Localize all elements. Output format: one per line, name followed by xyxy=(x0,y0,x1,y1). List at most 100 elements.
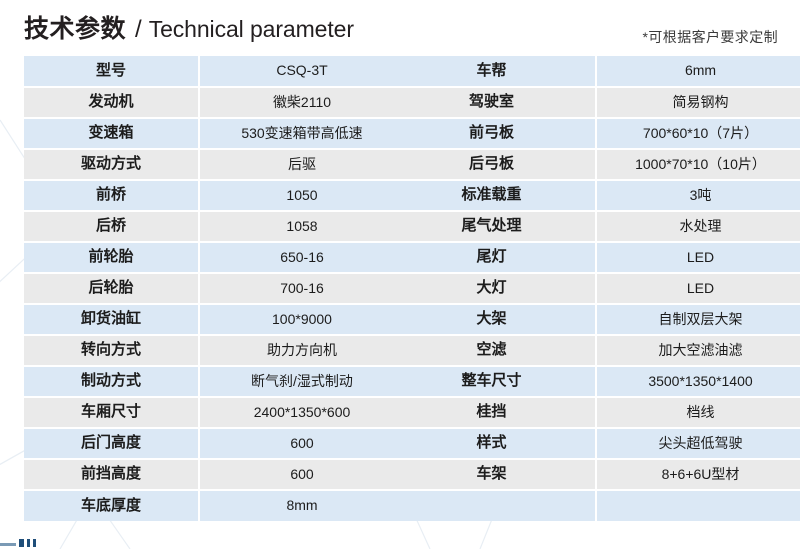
spec-key: 样式 xyxy=(388,427,597,459)
table-row: 变速箱 530变速箱带高低速 xyxy=(24,117,404,149)
table-row: 车底厚度 8mm xyxy=(24,489,404,521)
spec-value: LED xyxy=(596,241,800,273)
spec-value: 3500*1350*1400 xyxy=(596,365,800,397)
spec-value xyxy=(596,489,800,521)
spec-key: 卸货油缸 xyxy=(24,303,200,335)
spec-value: 水处理 xyxy=(596,210,800,242)
table-row: 后桥 1058 xyxy=(24,210,404,242)
spec-value: 700-16 xyxy=(199,272,404,304)
table-row: 桂挡 档线 xyxy=(388,396,800,428)
spec-value: 徽柴2110 xyxy=(199,86,404,118)
spec-table-left-body: 型号 CSQ-3T 发动机 徽柴2110 变速箱 530变速箱带高低速 驱动方式 后驱 前桥 10… xyxy=(24,56,404,521)
spec-value: 2400*1350*600 xyxy=(199,396,404,428)
spec-key: 整车尺寸 xyxy=(388,365,597,397)
spec-key: 前桥 xyxy=(24,179,200,211)
spec-key: 后门高度 xyxy=(24,427,200,459)
table-row: 标准载重 3吨 xyxy=(388,179,800,211)
title-separator: / xyxy=(135,16,142,43)
table-row: 空滤 加大空滤油滤 xyxy=(388,334,800,366)
spec-key: 车架 xyxy=(388,458,597,490)
table-row: 大架 自制双层大架 xyxy=(388,303,800,335)
table-row: 前挡高度 600 xyxy=(24,458,404,490)
table-row: 大灯 LED xyxy=(388,272,800,304)
spec-key: 转向方式 xyxy=(24,334,200,366)
spec-key: 尾灯 xyxy=(388,241,597,273)
spec-value: 档线 xyxy=(596,396,800,428)
spec-value: 530变速箱带高低速 xyxy=(199,117,404,149)
table-row: 后门高度 600 xyxy=(24,427,404,459)
spec-value: 650-16 xyxy=(199,241,404,273)
spec-key: 前轮胎 xyxy=(24,241,200,273)
spec-value: 后驱 xyxy=(199,148,404,180)
page-title-chinese: 技术参数 xyxy=(24,15,127,43)
spec-key: 空滤 xyxy=(388,334,597,366)
spec-value: 100*9000 xyxy=(199,303,404,335)
spec-key: 发动机 xyxy=(24,86,200,118)
table-row: 车架 8+6+6U型材 xyxy=(388,458,800,490)
table-row: 后轮胎 700-16 xyxy=(24,272,404,304)
spec-value: 700*60*10（7片） xyxy=(596,117,800,149)
page-header: 技术参数 / Technical parameter *可根据客户要求定制 xyxy=(0,0,800,52)
spec-value: LED xyxy=(596,272,800,304)
table-row: 转向方式 助力方向机 xyxy=(24,334,404,366)
spec-value: 尖头超低驾驶 xyxy=(596,427,800,459)
spec-key: 后桥 xyxy=(24,210,200,242)
table-row: 前轮胎 650-16 xyxy=(24,241,404,273)
table-row: 前桥 1050 xyxy=(24,179,404,211)
spec-value: 6mm xyxy=(596,56,800,87)
spec-value: 简易钢构 xyxy=(596,86,800,118)
spec-key: 标准载重 xyxy=(388,179,597,211)
corner-logo-mark xyxy=(0,539,36,547)
spec-key: 制动方式 xyxy=(24,365,200,397)
spec-key: 车帮 xyxy=(388,56,597,87)
page-title: 技术参数 / Technical parameter xyxy=(24,9,354,45)
spec-value: 3吨 xyxy=(596,179,800,211)
spec-table-right-body: 车帮 6mm 驾驶室 简易钢构 前弓板 700*60*10（7片） 后弓板 1000*70*1… xyxy=(388,56,800,521)
spec-key: 大架 xyxy=(388,303,597,335)
spec-value: 助力方向机 xyxy=(199,334,404,366)
spec-table-right: 车帮 6mm 驾驶室 简易钢构 前弓板 700*60*10（7片） 后弓板 1000*70*1… xyxy=(388,56,800,521)
spec-key: 车底厚度 xyxy=(24,489,200,521)
spec-key: 尾气处理 xyxy=(388,210,597,242)
table-row xyxy=(388,489,800,521)
spec-table-left: 型号 CSQ-3T 发动机 徽柴2110 变速箱 530变速箱带高低速 驱动方式 后驱 前桥 10… xyxy=(24,56,404,521)
table-row: 发动机 徽柴2110 xyxy=(24,86,404,118)
spec-key: 后弓板 xyxy=(388,148,597,180)
spec-key: 变速箱 xyxy=(24,117,200,149)
spec-value: 自制双层大架 xyxy=(596,303,800,335)
spec-value: 1000*70*10（10片） xyxy=(596,148,800,180)
spec-key: 大灯 xyxy=(388,272,597,304)
spec-key: 前弓板 xyxy=(388,117,597,149)
spec-key xyxy=(388,489,597,521)
table-row: 制动方式 断气刹/湿式制动 xyxy=(24,365,404,397)
spec-value: 600 xyxy=(199,427,404,459)
spec-value: 加大空滤油滤 xyxy=(596,334,800,366)
table-row: 车厢尺寸 2400*1350*600 xyxy=(24,396,404,428)
spec-key: 驱动方式 xyxy=(24,148,200,180)
spec-value: 8mm xyxy=(199,489,404,521)
spec-key: 后轮胎 xyxy=(24,272,200,304)
spec-key: 桂挡 xyxy=(388,396,597,428)
spec-value: 1050 xyxy=(199,179,404,211)
table-row: 样式 尖头超低驾驶 xyxy=(388,427,800,459)
spec-value: 1058 xyxy=(199,210,404,242)
table-row: 驱动方式 后驱 xyxy=(24,148,404,180)
table-row: 整车尺寸 3500*1350*1400 xyxy=(388,365,800,397)
table-row: 型号 CSQ-3T xyxy=(24,56,404,87)
spec-key: 车厢尺寸 xyxy=(24,396,200,428)
table-row: 后弓板 1000*70*10（10片） xyxy=(388,148,800,180)
spec-value: CSQ-3T xyxy=(199,56,404,87)
spec-value: 8+6+6U型材 xyxy=(596,458,800,490)
table-row: 车帮 6mm xyxy=(388,56,800,87)
spec-value: 断气刹/湿式制动 xyxy=(199,365,404,397)
page-title-english: Technical parameter xyxy=(148,16,354,42)
spec-key: 驾驶室 xyxy=(388,86,597,118)
spec-value: 600 xyxy=(199,458,404,490)
customization-note: *可根据客户要求定制 xyxy=(642,29,778,45)
spec-key: 型号 xyxy=(24,56,200,87)
table-row: 前弓板 700*60*10（7片） xyxy=(388,117,800,149)
spec-key: 前挡高度 xyxy=(24,458,200,490)
table-row: 卸货油缸 100*9000 xyxy=(24,303,404,335)
table-row: 驾驶室 简易钢构 xyxy=(388,86,800,118)
table-row: 尾气处理 水处理 xyxy=(388,210,800,242)
